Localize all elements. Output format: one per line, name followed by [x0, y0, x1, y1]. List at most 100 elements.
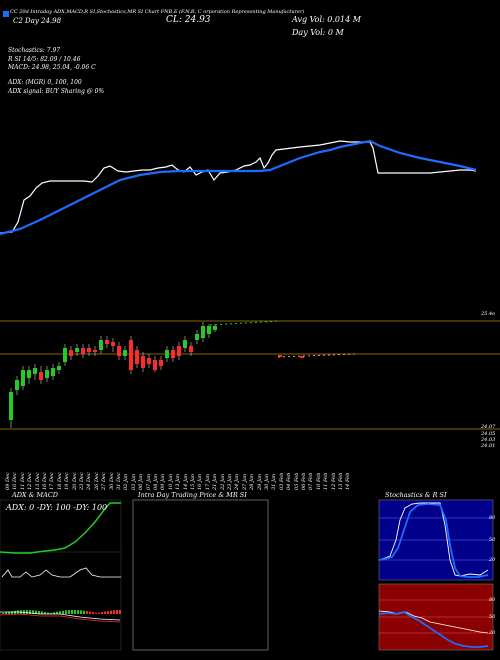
- macd-value: MACD: 24.98, 25.04, -0.06 C: [8, 64, 96, 71]
- price-axis-l2: 24.05: [481, 431, 496, 437]
- adx-panel-title: ADX & MACD: [12, 491, 58, 499]
- macd-bar: [80, 610, 82, 614]
- date-label: 02 Jan: [123, 473, 130, 490]
- date-label: 12 Dec: [27, 472, 34, 490]
- rsi-value: R SI 14/5: 82.09 / 10.46: [8, 56, 81, 63]
- date-label: 14 Jan: [182, 473, 189, 490]
- candle-down: [111, 342, 115, 346]
- macd-bar: [59, 611, 61, 614]
- candle-up: [51, 368, 55, 376]
- candle-down: [189, 346, 193, 352]
- date-label: 27 Dec: [101, 472, 108, 490]
- candle-down: [135, 350, 139, 364]
- rsi-tick-80: 80: [489, 597, 496, 603]
- macd-bar: [119, 610, 121, 614]
- macd-bar: [65, 610, 67, 614]
- macd-bar: [62, 610, 64, 614]
- macd-bar: [98, 612, 100, 614]
- date-label: 03 Feb: [278, 472, 285, 490]
- macd-bar: [56, 611, 58, 614]
- date-label: 06 Jan: [138, 473, 145, 490]
- date-label: 24 Dec: [86, 472, 93, 490]
- candle-down: [171, 350, 175, 358]
- date-label: 10 Jan: [167, 473, 174, 490]
- date-label: 23 Jan: [227, 473, 233, 490]
- macd-bar: [41, 611, 43, 614]
- candle-up: [45, 370, 49, 378]
- candle-up: [33, 368, 37, 374]
- intraday-panel-title: Intra Day Trading Price & MR SI: [138, 491, 247, 499]
- legend-color-swatch: [3, 11, 9, 17]
- date-label: 06 Feb: [301, 472, 307, 490]
- date-label: 16 Jan: [197, 473, 204, 490]
- adx-value: ADX: (MGR) 0, 100, 100: [8, 79, 82, 86]
- candle-up: [201, 326, 205, 338]
- macd-bar: [2, 613, 4, 614]
- date-label: 13 Feb: [338, 472, 344, 490]
- moving-average-series: [0, 139, 477, 236]
- stoch-tick-80: 80: [489, 515, 496, 521]
- candle-up: [21, 370, 25, 386]
- candle-up: [15, 380, 19, 390]
- macd-bar: [38, 610, 40, 614]
- macd-bar: [95, 612, 97, 614]
- date-label: 29 Jan: [256, 473, 263, 490]
- macd-bar: [14, 610, 16, 614]
- adx-white-line: [1, 567, 121, 578]
- adx-green-line: [0, 502, 121, 554]
- macd-bar: [116, 610, 118, 614]
- avg-volume: Avg Vol: 0.014 M: [292, 15, 361, 24]
- candle-up: [213, 326, 217, 330]
- date-label: 08 Jan: [153, 473, 159, 490]
- date-label: 24 Jan: [234, 473, 241, 490]
- macd-bar: [8, 611, 10, 614]
- macd-bar: [5, 612, 7, 614]
- macd-bar: [29, 610, 31, 614]
- date-label: 07 Jan: [145, 473, 152, 490]
- macd-bar: [86, 611, 88, 614]
- date-label: 19 Dec: [64, 472, 71, 490]
- candle-up: [165, 350, 169, 358]
- macd-bar: [77, 610, 79, 614]
- projection-dots-upper: [209, 320, 281, 326]
- candle-down: [81, 348, 85, 354]
- date-label: 18 Dec: [56, 472, 63, 490]
- date-label: 30 Dec: [108, 472, 115, 490]
- adx-panel-values: ADX: 0 -DY: 100 -DY: 100: [6, 503, 108, 512]
- intraday-panel-frame: [132, 499, 269, 651]
- candle-down: [153, 360, 157, 370]
- price-axis-l1: 24.07: [481, 424, 496, 430]
- macd-bar: [104, 611, 106, 614]
- date-label: 11 Dec: [19, 472, 26, 490]
- candle-small: [278, 355, 282, 357]
- macd-bar: [32, 610, 34, 614]
- rsi-tick-50: 50: [489, 614, 496, 620]
- price-axis-l4: 24.01: [481, 443, 496, 449]
- macd-bar: [74, 610, 76, 614]
- candle-down: [69, 350, 73, 356]
- price-axis-l3: 24.03: [481, 437, 496, 443]
- macd-bar: [107, 611, 109, 614]
- macd-bar: [26, 610, 28, 614]
- candle-up: [27, 370, 31, 378]
- candle-down: [159, 360, 163, 366]
- date-label: 09 Dec: [5, 472, 11, 490]
- candle-down: [105, 340, 109, 344]
- macd-bar: [35, 610, 37, 614]
- date-label: 05 Feb: [293, 472, 300, 490]
- rsi-tick-20: 20: [489, 630, 496, 636]
- candle-up: [63, 348, 67, 362]
- date-label: 11 Feb: [323, 472, 330, 490]
- candle-up: [183, 340, 187, 348]
- candle-up: [57, 366, 61, 370]
- candle-down: [129, 340, 133, 370]
- stoch-tick-20: 20: [489, 557, 496, 563]
- date-label: 03 Jan: [130, 473, 137, 490]
- candle-down: [141, 356, 145, 368]
- date-label: 09 Jan: [160, 473, 167, 490]
- close-label: CL: 24.93: [166, 15, 211, 25]
- macd-bar: [113, 610, 115, 614]
- date-label: 04 Feb: [286, 472, 293, 490]
- candle-up: [195, 334, 199, 340]
- macd-bar: [71, 610, 73, 614]
